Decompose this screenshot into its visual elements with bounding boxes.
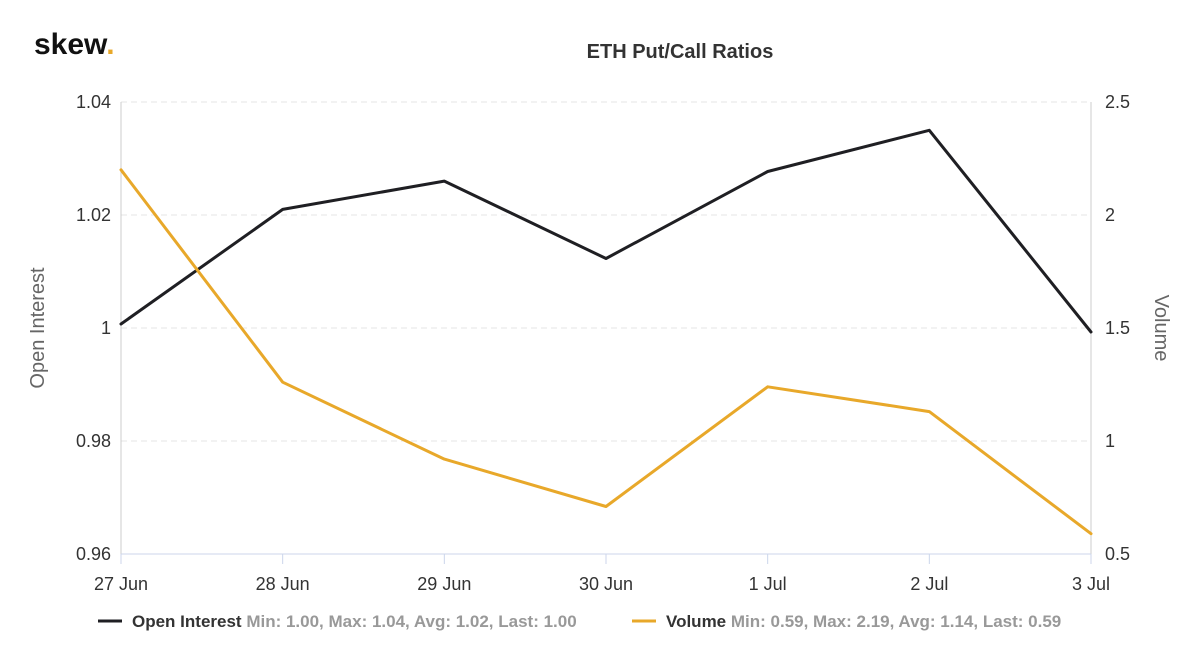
left-axis-ticks: 1.04 1.02 1 0.98 0.96 [76, 92, 111, 564]
volume-line [119, 168, 1093, 536]
left-tick-label: 0.98 [76, 431, 111, 451]
x-tick-label: 1 Jul [749, 574, 787, 594]
left-axis-title: Open Interest [27, 267, 49, 389]
open-interest-line [119, 128, 1093, 334]
open-interest-legend-item: Open Interest Min: 1.00, Max: 1.04, Avg:… [132, 612, 577, 631]
series-lines [119, 128, 1093, 536]
x-tick-label: 28 Jun [256, 574, 310, 594]
gridlines [121, 101, 1091, 442]
x-axis: 27 Jun 28 Jun 29 Jun 30 Jun 1 Jul 2 Jul 3 Jul [94, 102, 1110, 594]
right-axis-title: Volume [1150, 295, 1172, 362]
left-tick-label: 1 [101, 318, 111, 338]
logo-dot: . [106, 28, 115, 61]
right-tick-label: 2.5 [1105, 92, 1130, 112]
left-tick-label: 1.04 [76, 92, 111, 112]
x-tick-label: 2 Jul [910, 574, 948, 594]
open-interest-legend-name: Open Interest [132, 612, 246, 631]
right-tick-label: 1 [1105, 431, 1115, 451]
chart-title: ETH Put/Call Ratios [587, 41, 774, 63]
right-tick-label: 2 [1105, 205, 1115, 225]
logo-text: skew [34, 28, 107, 61]
left-tick-label: 0.96 [76, 544, 111, 564]
x-tick-label: 27 Jun [94, 574, 148, 594]
volume-legend-stats: Min: 0.59, Max: 2.19, Avg: 1.14, Last: 0… [731, 612, 1061, 631]
x-tick-label: 3 Jul [1072, 574, 1110, 594]
volume-legend-item: Volume Min: 0.59, Max: 2.19, Avg: 1.14, … [666, 612, 1061, 631]
x-tick-label: 29 Jun [417, 574, 471, 594]
x-tick-label: 30 Jun [579, 574, 633, 594]
open-interest-legend-stats: Min: 1.00, Max: 1.04, Avg: 1.02, Last: 1… [246, 612, 576, 631]
volume-legend-name: Volume [666, 612, 731, 631]
legend[interactable]: Open Interest Min: 1.00, Max: 1.04, Avg:… [98, 612, 1061, 631]
right-tick-label: 0.5 [1105, 544, 1130, 564]
skew-logo: skew. [34, 28, 115, 62]
right-tick-label: 1.5 [1105, 318, 1130, 338]
right-axis-ticks: 2.5 2 1.5 1 0.5 [1105, 92, 1130, 564]
left-tick-label: 1.02 [76, 205, 111, 225]
